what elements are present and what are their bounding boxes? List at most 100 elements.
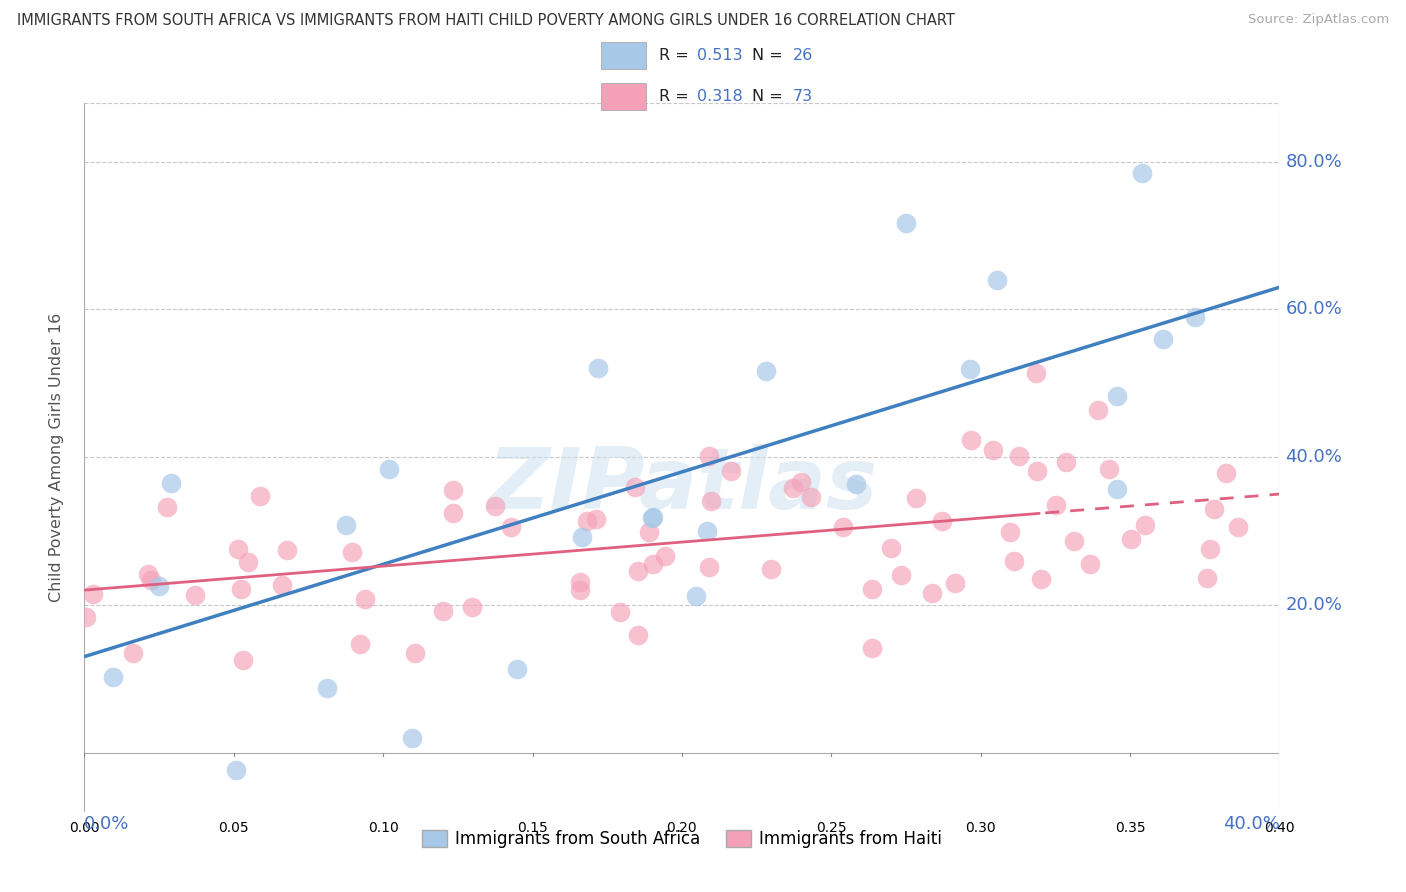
Text: N =: N =	[752, 48, 789, 62]
Text: Source: ZipAtlas.com: Source: ZipAtlas.com	[1249, 13, 1389, 27]
Point	[404, 646, 426, 660]
Point	[609, 605, 631, 619]
Point	[335, 518, 357, 533]
Point	[1002, 553, 1025, 567]
Text: 0.513: 0.513	[697, 48, 742, 62]
Point	[755, 364, 778, 378]
Point	[1226, 519, 1249, 533]
Point	[943, 575, 966, 590]
Point	[249, 489, 271, 503]
Point	[226, 542, 249, 557]
Point	[1202, 501, 1225, 516]
Point	[641, 557, 664, 571]
Bar	[600, 83, 647, 110]
Point	[484, 499, 506, 513]
Point	[122, 646, 145, 660]
Point	[880, 541, 903, 555]
Point	[501, 520, 523, 534]
Point	[1199, 541, 1222, 556]
Point	[761, 562, 783, 576]
Text: R =: R =	[659, 89, 693, 103]
Point	[981, 443, 1004, 458]
Point	[349, 637, 371, 651]
Point	[1130, 166, 1153, 180]
Point	[641, 511, 664, 525]
Point	[443, 483, 465, 498]
Point	[782, 482, 804, 496]
Point	[800, 490, 823, 504]
Point	[696, 524, 718, 538]
Text: N =: N =	[752, 89, 789, 103]
Text: IMMIGRANTS FROM SOUTH AFRICA VS IMMIGRANTS FROM HAITI CHILD POVERTY AMONG GIRLS : IMMIGRANTS FROM SOUTH AFRICA VS IMMIGRAN…	[17, 13, 955, 29]
Point	[82, 587, 104, 601]
Point	[1063, 533, 1085, 548]
Text: 40.0%: 40.0%	[1285, 448, 1343, 467]
Y-axis label: Child Poverty Among Girls Under 16: Child Poverty Among Girls Under 16	[49, 312, 63, 602]
Point	[236, 555, 259, 569]
Point	[315, 681, 337, 696]
Point	[1097, 461, 1119, 475]
Text: 40.0%: 40.0%	[1223, 815, 1279, 833]
Point	[585, 512, 607, 526]
Point	[571, 530, 593, 544]
Point	[697, 559, 720, 574]
Point	[276, 542, 298, 557]
Point	[1133, 518, 1156, 533]
Text: 80.0%: 80.0%	[1285, 153, 1343, 170]
Text: ZIPatlas: ZIPatlas	[486, 444, 877, 527]
Point	[1119, 532, 1142, 546]
Point	[1078, 558, 1101, 572]
Text: 0.0%: 0.0%	[84, 815, 129, 833]
Point	[1184, 310, 1206, 325]
Point	[569, 583, 592, 598]
Point	[586, 361, 609, 376]
Text: 73: 73	[793, 89, 813, 103]
Point	[378, 462, 401, 476]
Point	[1000, 525, 1022, 540]
Point	[627, 628, 650, 642]
Point	[1105, 482, 1128, 496]
Point	[148, 579, 170, 593]
Bar	[600, 42, 647, 69]
Point	[697, 449, 720, 463]
Point	[271, 577, 294, 591]
Point	[960, 433, 983, 447]
Text: 26: 26	[793, 48, 813, 62]
Point	[643, 509, 665, 524]
Point	[685, 589, 707, 603]
Legend: Immigrants from South Africa, Immigrants from Haiti: Immigrants from South Africa, Immigrants…	[415, 823, 949, 855]
Text: 0.318: 0.318	[697, 89, 742, 103]
Point	[232, 653, 254, 667]
Point	[624, 480, 647, 494]
Point	[790, 475, 813, 489]
Point	[700, 493, 723, 508]
Point	[1029, 572, 1052, 586]
Point	[160, 476, 183, 491]
Point	[155, 827, 177, 841]
Point	[720, 465, 742, 479]
Point	[1008, 449, 1031, 463]
Point	[229, 582, 252, 596]
Point	[1105, 389, 1128, 403]
Point	[1045, 498, 1067, 512]
Point	[1054, 455, 1077, 469]
Point	[1215, 466, 1237, 480]
Point	[889, 568, 911, 582]
Point	[461, 600, 484, 615]
Point	[894, 216, 917, 230]
Point	[101, 670, 124, 684]
Point	[401, 731, 423, 746]
Point	[1025, 367, 1047, 381]
Text: R =: R =	[659, 48, 693, 62]
Point	[637, 525, 659, 540]
Point	[931, 514, 953, 528]
Point	[136, 566, 159, 581]
Point	[844, 477, 866, 491]
Point	[831, 520, 853, 534]
Point	[1087, 403, 1109, 417]
Point	[860, 582, 883, 597]
Point	[921, 585, 943, 599]
Point	[441, 506, 464, 520]
Point	[354, 592, 377, 607]
Point	[627, 564, 650, 578]
